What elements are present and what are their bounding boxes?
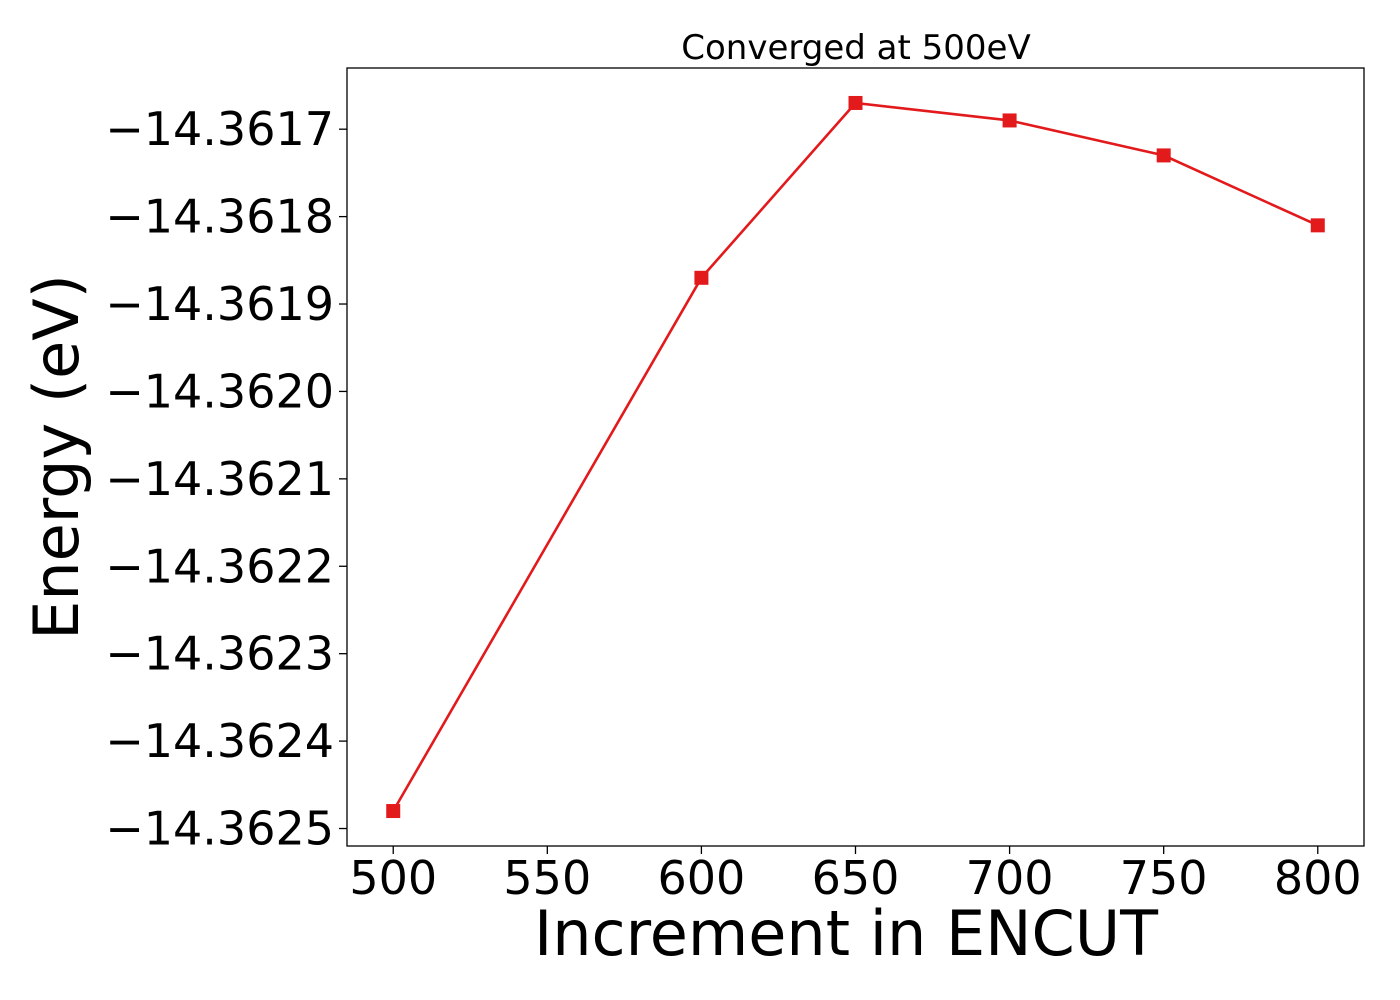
data-point-marker: [694, 270, 709, 285]
data-point-marker: [1310, 218, 1325, 233]
x-tick-label: 750: [1120, 851, 1208, 905]
y-tick-label: −14.3617: [105, 102, 334, 156]
data-point-marker: [386, 804, 401, 819]
series-layer: [386, 95, 1325, 819]
x-tick-label: 600: [658, 851, 746, 905]
x-axis-ticks: 500 550 600 650 700 750 800: [349, 846, 1362, 905]
plot-area: [346, 67, 1365, 847]
y-tick-label: −14.3618: [105, 190, 334, 244]
y-tick-label: −14.3619: [105, 277, 334, 331]
x-tick-label: 700: [966, 851, 1054, 905]
data-point-marker: [1002, 113, 1017, 128]
series-line: [392, 101, 1319, 812]
chart-title: Converged at 500eV: [681, 28, 1030, 68]
y-tick-label: −14.3622: [105, 539, 334, 593]
x-axis-label: Increment in ENCUT: [534, 897, 1159, 970]
data-point-marker: [1156, 148, 1171, 163]
data-point-marker: [848, 95, 863, 110]
y-tick-label: −14.3624: [105, 714, 334, 768]
x-tick-label: 650: [812, 851, 900, 905]
y-axis-ticks: −14.3617 −14.3618 −14.3619 −14.3620 −14.3621…: [105, 102, 347, 856]
x-tick-label: 800: [1274, 851, 1362, 905]
y-tick-label: −14.3621: [105, 452, 334, 506]
x-tick-label: 500: [349, 851, 437, 905]
y-tick-label: −14.3623: [105, 627, 334, 681]
y-axis-label: Energy (eV): [20, 274, 93, 640]
x-tick-label: 550: [503, 851, 591, 905]
y-tick-label: −14.3620: [105, 364, 334, 418]
y-tick-label: −14.3625: [105, 802, 334, 856]
